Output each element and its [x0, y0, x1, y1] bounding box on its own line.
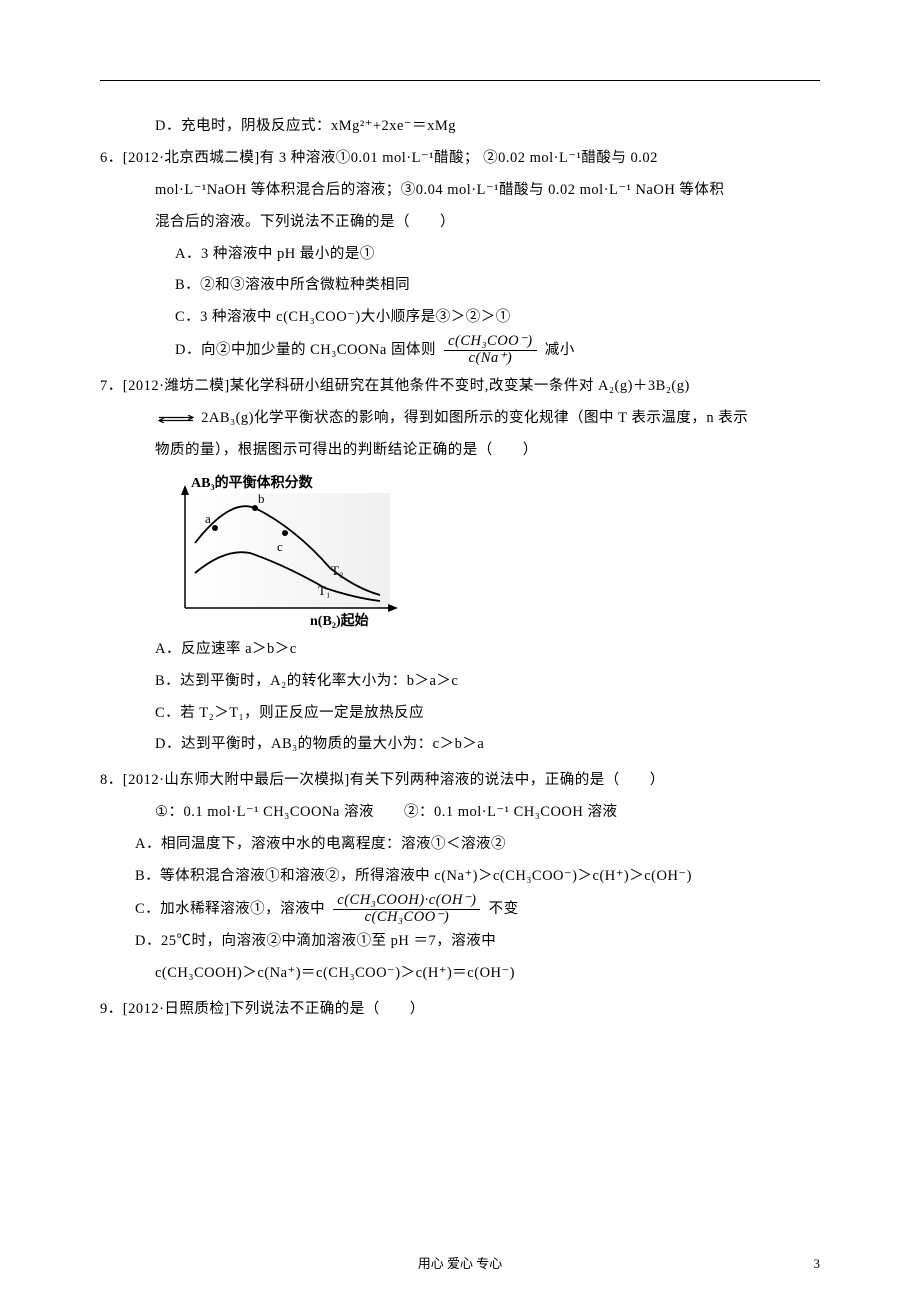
q8-optD-b: c(CH₃COOH)＞c(Na⁺)＝c(CH₃COO⁻)＞c(H⁺)＝c(OH⁻… — [100, 958, 820, 990]
q6-stem-c: 混合后的溶液。下列说法不正确的是（ ） — [100, 207, 820, 239]
q6-optA: A．3 种溶液中 pH 最小的是① — [100, 239, 820, 271]
q6-frac-den: c(Na⁺) — [444, 351, 537, 367]
q6-stem-b: mol·L⁻¹NaOH 等体积混合后的溶液；③0.04 mol·L⁻¹醋酸与 0… — [100, 175, 820, 207]
q7-optD: D．达到平衡时，AB₃的物质的量大小为：c＞b＞a — [100, 729, 820, 761]
q9: 9．[2012·日照质检]下列说法不正确的是（ ） — [100, 994, 820, 1026]
chart-point-a: a — [205, 511, 211, 526]
q8-optC-pre: C．加水稀释溶液①，溶液中 — [135, 901, 325, 917]
q8-sub: ①：0.1 mol·L⁻¹ CH₃COONa 溶液 ②：0.1 mol·L⁻¹ … — [100, 797, 820, 829]
q7-optC: C．若 T₂＞T₁，则正反应一定是放热反应 — [100, 698, 820, 730]
chart-t2: T₂ — [331, 563, 343, 578]
q6-optD-post: 减小 — [545, 342, 575, 358]
q7-stem-b-post: 2AB₃(g)化学平衡状态的影响，得到如图所示的变化规律（图中 T 表示温度，n… — [201, 410, 748, 426]
q6-optB: B．②和③溶液中所含微粒种类相同 — [100, 270, 820, 302]
q6-stem-a: 6．[2012·北京西城二模]有 3 种溶液①0.01 mol·L⁻¹醋酸； ②… — [100, 143, 820, 175]
page-number: 3 — [814, 1256, 821, 1272]
q7-stem-b: 2AB₃(g)化学平衡状态的影响，得到如图所示的变化规律（图中 T 表示温度，n… — [100, 403, 820, 435]
q8-frac-num: c(CH₃COOH)·c(OH⁻) — [333, 893, 480, 910]
equilibrium-arrow-icon — [157, 415, 195, 423]
q6-optD: D．向②中加少量的 CH₃COONa 固体则 c(CH₃COO⁻) c(Na⁺)… — [100, 334, 820, 367]
chart-point-b: b — [258, 491, 265, 506]
chart-t1: T₁ — [318, 583, 330, 598]
q8: 8．[2012·山东师大附中最后一次模拟]有关下列两种溶液的说法中，正确的是（ … — [100, 765, 820, 989]
q6-optD-frac: c(CH₃COO⁻) c(Na⁺) — [444, 334, 537, 367]
q6-optD-pre: D．向②中加少量的 CH₃COONa 固体则 — [175, 342, 436, 358]
q8-optC: C．加水稀释溶液①，溶液中 c(CH₃COOH)·c(OH⁻) c(CH₃COO… — [100, 893, 820, 926]
q8-optC-frac: c(CH₃COOH)·c(OH⁻) c(CH₃COO⁻) — [333, 893, 480, 926]
chart-xlabel: n(B₂)起始 — [310, 612, 369, 628]
page: D．充电时，阴极反应式：xMg²⁺+2xe⁻＝xMg 6．[2012·北京西城二… — [0, 0, 920, 1302]
q6-optC: C．3 种溶液中 c(CH₃COO⁻)大小顺序是③＞②＞① — [100, 302, 820, 334]
q8-optB: B．等体积混合溶液①和溶液②，所得溶液中 c(Na⁺)＞c(CH₃COO⁻)＞c… — [100, 861, 820, 893]
q7-chart: a b c T₂ T₁ AB₃的平衡体积分数 n(B₂)起始 — [100, 473, 820, 628]
chart-svg: a b c T₂ T₁ AB₃的平衡体积分数 n(B₂)起始 — [155, 473, 400, 628]
q5-optD: D．充电时，阴极反应式：xMg²⁺+2xe⁻＝xMg — [100, 111, 820, 143]
q6-frac-num: c(CH₃COO⁻) — [444, 334, 537, 351]
chart-ylabel: AB₃的平衡体积分数 — [191, 474, 314, 491]
q8-optC-post: 不变 — [489, 901, 519, 917]
chart-point-c: c — [277, 539, 283, 554]
q8-stem: 8．[2012·山东师大附中最后一次模拟]有关下列两种溶液的说法中，正确的是（ … — [100, 765, 820, 797]
q7-stem-c: 物质的量），根据图示可得出的判断结论正确的是（ ） — [100, 435, 820, 467]
q7-stem-a: 7．[2012·潍坊二模]某化学科研小组研究在其他条件不变时,改变某一条件对 A… — [100, 371, 820, 403]
q8-optA: A．相同温度下，溶液中水的电离程度：溶液①＜溶液② — [100, 829, 820, 861]
q8-optD-a: D．25℃时，向溶液②中滴加溶液①至 pH ＝7，溶液中 — [100, 926, 820, 958]
q9-stem: 9．[2012·日照质检]下列说法不正确的是（ ） — [100, 994, 820, 1026]
q7: 7．[2012·潍坊二模]某化学科研小组研究在其他条件不变时,改变某一条件对 A… — [100, 371, 820, 761]
q7-optB: B．达到平衡时，A₂的转化率大小为：b＞a＞c — [100, 666, 820, 698]
q8-frac-den: c(CH₃COO⁻) — [333, 910, 480, 926]
q7-optA: A．反应速率 a＞b＞c — [100, 634, 820, 666]
q6: 6．[2012·北京西城二模]有 3 种溶液①0.01 mol·L⁻¹醋酸； ②… — [100, 143, 820, 367]
footer-text: 用心 爱心 专心 — [100, 1253, 820, 1272]
top-rule — [100, 80, 820, 81]
